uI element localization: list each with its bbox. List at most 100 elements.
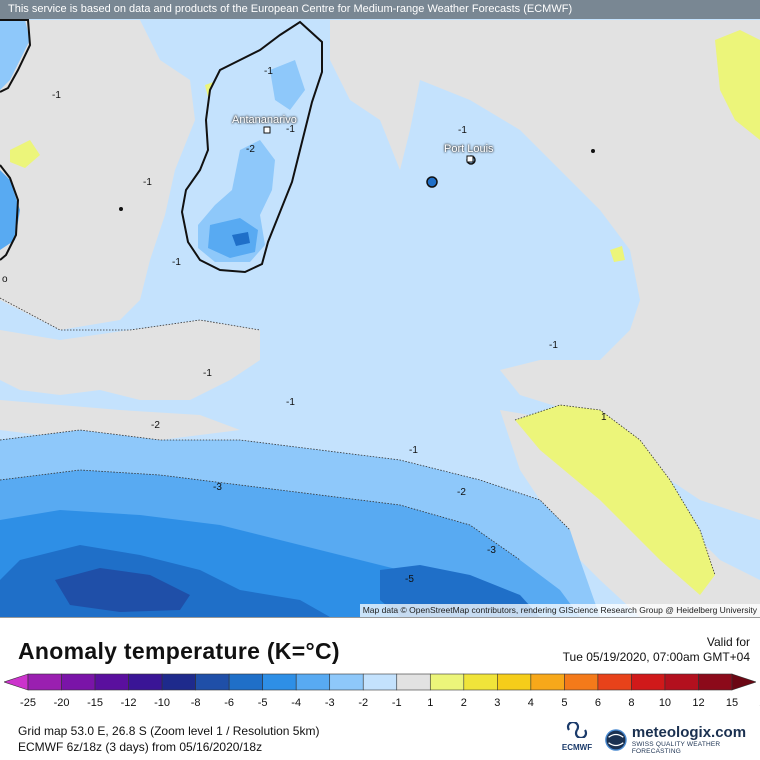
model-info: ECMWF 6z/18z (3 days) from 05/16/2020/18… <box>18 740 263 754</box>
contour-label: -2 <box>151 420 160 431</box>
contour-line-p1 <box>514 404 716 576</box>
legend-swatch <box>530 673 565 691</box>
contour-line-m3 <box>0 469 521 561</box>
legend-tick-label: -6 <box>224 697 235 709</box>
neutral-region-west <box>0 20 195 330</box>
meteologix-tagline: SWISS QUALITY WEATHER FORECASTING <box>631 741 721 755</box>
madagascar-anomaly-m2-north <box>270 60 305 110</box>
grid-info: Grid map 53.0 E, 26.8 S (Zoom level 1 / … <box>18 724 320 738</box>
contour-label: o <box>2 274 8 285</box>
legend-cap-low <box>4 673 29 691</box>
legend-tick-label: 1 <box>427 697 434 709</box>
valid-time: Tue 05/19/2020, 07:00am GMT+04 <box>562 650 750 664</box>
legend-swatch <box>698 673 733 691</box>
anomaly-m6-core <box>55 568 190 612</box>
contour-label: -1 <box>409 445 418 456</box>
data-source-banner: This service is based on data and produc… <box>0 0 760 19</box>
legend-swatch <box>396 673 431 691</box>
weather-map[interactable]: This service is based on data and produc… <box>0 0 760 618</box>
map-canvas <box>0 0 760 617</box>
contour-label: -1 <box>52 90 61 101</box>
legend-tick-label: -10 <box>154 697 171 709</box>
madagascar-coastline <box>180 20 323 274</box>
legend-tick-label: -3 <box>324 697 335 709</box>
contour-line-m1-west <box>0 297 261 331</box>
legend-tick-label: 4 <box>527 697 534 709</box>
contour-label: -5 <box>405 574 414 585</box>
contour-label: -3 <box>487 545 496 556</box>
legend-swatch <box>463 673 498 691</box>
legend-tick-label: 2 <box>460 697 467 709</box>
city-label-antananarivo: Antananarivo <box>232 114 297 126</box>
legend-tick-label: -12 <box>120 697 137 709</box>
legend-tick-label: 6 <box>594 697 601 709</box>
legend-swatch <box>631 673 666 691</box>
meteologix-logo[interactable]: meteologix.com SWISS QUALITY WEATHER FOR… <box>604 724 760 755</box>
contour-label: -1 <box>172 257 181 268</box>
anomaly-p1-northeast <box>715 30 760 140</box>
contour-line-m2 <box>0 429 571 531</box>
legend-swatch <box>161 673 196 691</box>
legend-swatch <box>664 673 699 691</box>
map-attribution[interactable]: Map data © OpenStreetMap contributors, r… <box>359 604 760 617</box>
legend-swatch <box>497 673 532 691</box>
contour-label: -1 <box>458 125 467 136</box>
contour-label: -1 <box>143 177 152 188</box>
anomaly-p1-small <box>610 246 625 262</box>
legend-swatch <box>429 673 465 691</box>
legend-tick-label: -2 <box>358 697 369 709</box>
madagascar-anomaly-m3 <box>208 218 258 258</box>
europa-island <box>119 207 123 211</box>
city-marker-antananarivo[interactable] <box>263 126 271 134</box>
contour-label: -1 <box>286 397 295 408</box>
ecmwf-icon <box>566 720 588 740</box>
meteologix-globe-icon <box>605 728 627 751</box>
legend-swatch <box>128 673 163 691</box>
contour-label: -1 <box>203 368 212 379</box>
legend-swatch <box>362 673 398 691</box>
city-label-port-louis: Port Louis <box>444 143 494 155</box>
anomaly-p1-southeast <box>515 405 715 595</box>
contour-label: -1 <box>549 340 558 351</box>
africa-coastline-south <box>0 164 20 261</box>
contour-label: -3 <box>213 482 222 493</box>
legend-tick-label: 10 <box>658 697 672 709</box>
legend-tick-label: 20 <box>751 697 760 709</box>
meteologix-name: meteologix.com <box>631 724 747 741</box>
madagascar-anomaly-m5 <box>232 232 250 246</box>
legend-swatch <box>195 673 230 691</box>
anomaly-m3-mozambique-south <box>0 170 20 250</box>
legend-tick-label: 15 <box>725 697 739 709</box>
legend-tick-label: -4 <box>291 697 302 709</box>
legend-tick-label: -15 <box>87 697 103 709</box>
legend-swatch <box>564 673 599 691</box>
anomaly-m2-mozambique-north <box>0 20 30 90</box>
legend-swatch <box>262 673 297 691</box>
neutral-band-south <box>0 400 240 440</box>
legend-tick-label: 12 <box>692 697 705 709</box>
legend-tick-label: -8 <box>190 697 201 709</box>
anomaly-m1-east <box>260 80 640 345</box>
color-legend <box>4 673 756 691</box>
legend-swatch <box>329 673 364 691</box>
legend-swatch <box>94 673 129 691</box>
legend-tick-label: -1 <box>391 697 402 709</box>
reunion-island <box>426 176 438 188</box>
legend-swatch <box>228 673 263 691</box>
legend-tick-label: -25 <box>20 697 36 709</box>
city-marker-port-louis[interactable] <box>466 155 474 163</box>
anomaly-p1-mozambique <box>10 140 40 168</box>
legend-swatch <box>597 673 632 691</box>
legend-tick-label: 3 <box>494 697 501 709</box>
legend-tick-label: -20 <box>53 697 70 709</box>
valid-for-label: Valid for <box>706 635 750 649</box>
contour-label: 1 <box>601 412 607 423</box>
legend-cap-high <box>731 673 756 691</box>
legend-swatch <box>61 673 96 691</box>
neutral-band-southwest <box>0 320 260 400</box>
legend-tick-label: 8 <box>628 697 635 709</box>
africa-coastline-north <box>0 19 32 93</box>
legend-swatch <box>295 673 331 691</box>
contour-label: -2 <box>457 487 466 498</box>
legend-swatch <box>27 673 62 691</box>
